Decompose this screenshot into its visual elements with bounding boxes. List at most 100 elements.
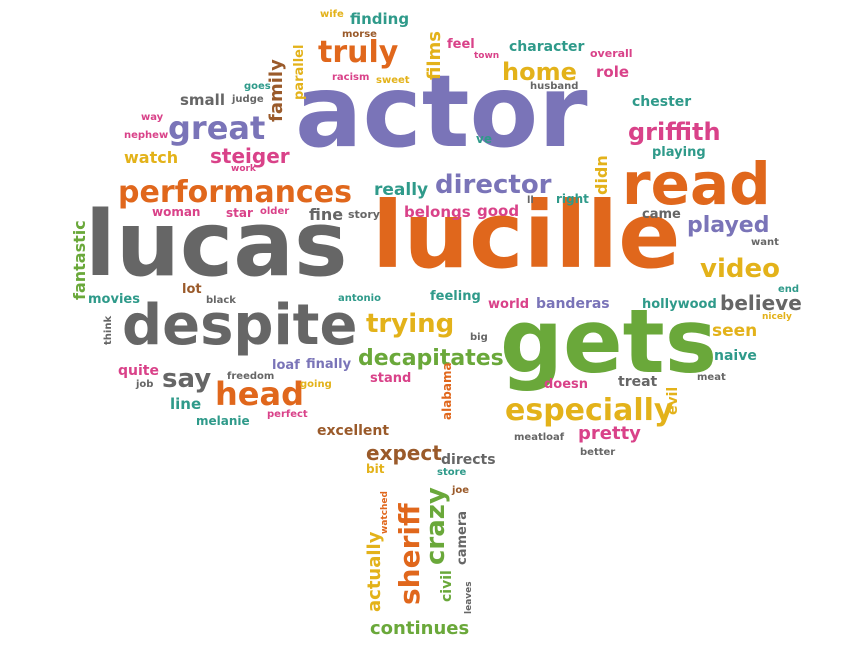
word-goes: goes (244, 81, 271, 92)
word-camera: camera (455, 510, 470, 565)
word-quite: quite (118, 363, 159, 379)
word-really: really (374, 180, 429, 200)
word-going: going (300, 379, 332, 390)
word-big: big (470, 332, 488, 343)
word-seen: seen (712, 321, 758, 341)
word-character: character (509, 39, 585, 55)
word-role: role (596, 63, 630, 81)
word-story: story (348, 208, 380, 221)
word-actor: actor (295, 53, 588, 170)
word-leaves: leaves (464, 581, 474, 614)
word-star: star (226, 206, 253, 220)
word-pretty: pretty (578, 423, 641, 444)
word-end: end (778, 284, 800, 295)
word-performances: performances (118, 175, 352, 210)
word-finding: finding (350, 10, 410, 28)
word-store: store (437, 467, 467, 478)
word-work: work (231, 164, 256, 174)
word-home: home (502, 58, 577, 86)
word-nephew: nephew (124, 130, 169, 141)
word-black: black (206, 295, 236, 306)
word-lucille: lucille (372, 182, 681, 289)
word-better: better (580, 447, 616, 458)
word-good: good (477, 202, 520, 220)
word-sweet: sweet (376, 75, 410, 86)
word-didn: didn (592, 155, 611, 195)
word-feel: feel (447, 37, 475, 52)
word-treat: treat (618, 374, 658, 390)
word-fine: fine (309, 205, 344, 224)
word-trying: trying (366, 309, 455, 339)
word-gets: gets (500, 290, 718, 393)
word-decapitates: decapitates (358, 346, 504, 371)
word-excellent: excellent (317, 423, 390, 439)
word-naive: naive (714, 348, 757, 364)
word-actually: actually (364, 531, 385, 612)
word-ve: ve (476, 132, 492, 146)
word-great: great (168, 109, 266, 147)
word-ll: ll (527, 195, 534, 206)
word-directs: directs (441, 452, 496, 468)
word-husband: husband (530, 81, 579, 92)
word-head: head (215, 375, 304, 413)
word-films: films (424, 31, 445, 80)
word-hollywood: hollywood (642, 297, 717, 312)
word-sheriff: sheriff (393, 503, 426, 605)
word-morse: morse (342, 29, 377, 40)
word-lot: lot (182, 282, 202, 297)
word-watched: watched (380, 491, 390, 534)
word-think: think (103, 315, 114, 345)
word-loaf: loaf (272, 358, 300, 373)
word-continues: continues (370, 618, 470, 639)
word-steiger: steiger (210, 144, 290, 168)
word-played: played (687, 213, 770, 238)
word-line: line (170, 395, 202, 413)
word-evil: evil (665, 386, 681, 415)
word-expect: expect (366, 441, 442, 465)
word-antonio: antonio (338, 293, 381, 304)
word-video: video (700, 254, 780, 284)
word-chester: chester (632, 94, 692, 110)
word-bit: bit (366, 462, 385, 476)
word-doesn: doesn (544, 377, 589, 392)
word-crazy: crazy (421, 487, 451, 565)
word-griffith: griffith (628, 118, 721, 146)
word-believe: believe (720, 291, 802, 315)
word-finally: finally (306, 357, 352, 372)
word-meat: meat (697, 372, 726, 383)
word-movies: movies (88, 292, 140, 307)
word-especially: especially (505, 393, 674, 428)
word-nicely: nicely (762, 312, 792, 322)
word-feeling: feeling (430, 289, 481, 304)
word-meatloaf: meatloaf (514, 432, 565, 443)
word-lucas: lucas (85, 192, 348, 297)
word-world: world (488, 297, 530, 312)
word-alabama: alabama (440, 362, 454, 420)
word-watch: watch (124, 148, 179, 167)
word-despite: despite (122, 293, 358, 358)
word-way: way (141, 112, 164, 123)
word-racism: racism (332, 72, 370, 83)
word-perfect: perfect (267, 409, 308, 420)
word-joe: joe (452, 485, 470, 496)
word-small: small (180, 91, 225, 109)
word-director: director (435, 170, 552, 200)
word-playing: playing (652, 145, 706, 160)
word-came: came (642, 207, 681, 222)
word-belongs: belongs (404, 203, 471, 221)
word-older: older (260, 206, 290, 217)
word-town: town (474, 51, 500, 61)
word-judge: judge (232, 94, 264, 105)
word-parallel: parallel (292, 44, 307, 100)
word-wife: wife (320, 9, 344, 20)
word-civil: civil (439, 570, 455, 602)
word-say: say (162, 364, 212, 394)
word-banderas: banderas (536, 296, 610, 312)
word-truly: truly (318, 35, 399, 70)
word-overall: overall (590, 47, 633, 60)
word-fantastic: fantastic (70, 220, 89, 300)
word-want: want (751, 237, 779, 248)
word-read: read (622, 150, 771, 218)
word-stand: stand (370, 371, 412, 386)
